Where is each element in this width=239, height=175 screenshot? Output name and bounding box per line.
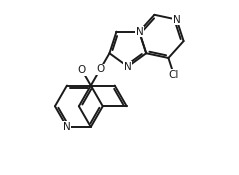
Text: N: N xyxy=(63,122,70,132)
Text: O: O xyxy=(96,64,104,74)
Text: O: O xyxy=(78,65,86,75)
Text: N: N xyxy=(124,62,132,72)
Text: Cl: Cl xyxy=(169,70,179,80)
Text: N: N xyxy=(173,15,180,24)
Text: N: N xyxy=(136,27,144,37)
